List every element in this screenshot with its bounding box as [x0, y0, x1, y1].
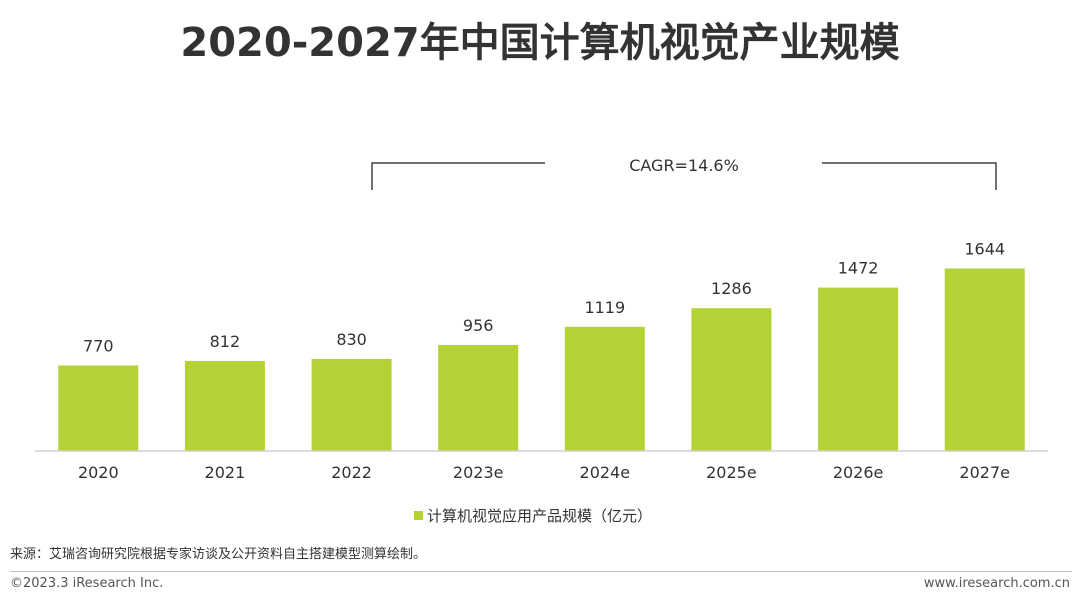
- bars-group: [58, 268, 1025, 451]
- tick-label-2025e: 2025e: [706, 463, 757, 482]
- value-labels-group: 770 812 830 956 1119 1286 1472 1644: [83, 240, 1005, 356]
- legend-swatch: [414, 511, 423, 520]
- tick-label-2027e: 2027e: [959, 463, 1010, 482]
- value-label-2026e: 1472: [838, 259, 879, 278]
- tick-label-2026e: 2026e: [833, 463, 884, 482]
- value-label-2020: 770: [83, 337, 114, 356]
- tick-label-2022: 2022: [331, 463, 372, 482]
- chart-title: 2020-2027年中国计算机视觉产业规模: [180, 20, 900, 66]
- tick-labels-group: 2020 2021 2022 2023e 2024e 2025e 2026e 2027e: [78, 463, 1010, 482]
- value-label-2023e: 956: [463, 316, 494, 335]
- value-label-2027e: 1644: [964, 240, 1005, 259]
- bar-2027e: [944, 268, 1025, 451]
- bar-2025e: [691, 308, 772, 451]
- tick-label-2023e: 2023e: [453, 463, 504, 482]
- value-label-2025e: 1286: [711, 279, 752, 298]
- bar-2022: [311, 358, 392, 451]
- bar-2026e: [818, 287, 899, 451]
- tick-label-2024e: 2024e: [580, 463, 631, 482]
- cagr-bracket: [371, 162, 997, 190]
- footer-divider: [10, 571, 1072, 572]
- website-link[interactable]: www.iresearch.com.cn: [923, 576, 1070, 591]
- bar-2023e: [438, 344, 519, 451]
- copyright-text: ©2023.3 iResearch Inc.: [10, 576, 164, 591]
- source-note: 来源：艾瑞咨询研究院根据专家访谈及公开资料自主搭建模型测算绘制。: [10, 547, 427, 562]
- bar-2020: [58, 365, 139, 451]
- value-label-2021: 812: [210, 332, 241, 351]
- bar-2021: [184, 360, 265, 451]
- bar-2024e: [564, 326, 645, 451]
- legend-label: 计算机视觉应用产品规模（亿元）: [427, 507, 652, 525]
- tick-label-2021: 2021: [205, 463, 246, 482]
- value-label-2024e: 1119: [584, 298, 625, 317]
- value-label-2022: 830: [336, 330, 367, 349]
- cagr-annotation: CAGR=14.6%: [629, 156, 739, 175]
- tick-label-2020: 2020: [78, 463, 119, 482]
